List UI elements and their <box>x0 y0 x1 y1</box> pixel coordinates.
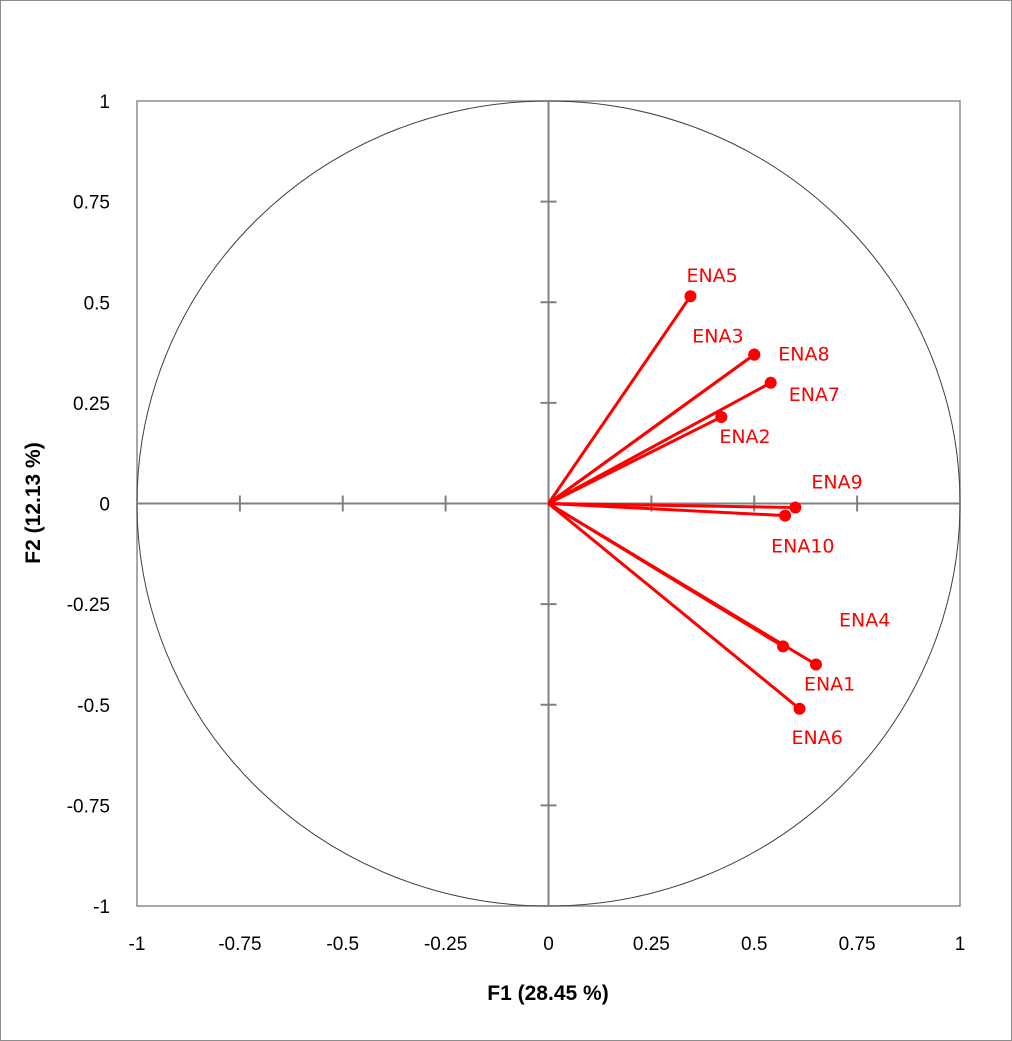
point-label-ena5: ENA5 <box>686 265 737 287</box>
x-tick-label: 1 <box>955 934 966 955</box>
vectors <box>547 295 817 710</box>
point-label-ena3: ENA3 <box>692 326 743 348</box>
x-tick-label: 0.25 <box>633 934 670 955</box>
vector-ena1 <box>547 502 817 666</box>
point-ena10 <box>779 509 792 522</box>
point-ena5 <box>684 290 697 303</box>
point-label-ena8: ENA8 <box>778 344 829 366</box>
y-axis-title: F2 (12.13 %) <box>22 442 45 563</box>
point-label-ena2: ENA2 <box>719 426 770 448</box>
y-tick-label: -0.75 <box>67 796 110 817</box>
x-tick-label: 0 <box>543 934 554 955</box>
point-ena1 <box>809 658 822 671</box>
y-tick-label: 0.5 <box>84 293 110 314</box>
x-tick-label: -1 <box>129 934 146 955</box>
points <box>684 290 822 715</box>
point-ena7 <box>764 376 777 389</box>
y-tick-label: -0.25 <box>67 595 110 616</box>
x-tick-label: -0.25 <box>424 934 467 955</box>
y-tick-label: 0 <box>99 495 110 516</box>
point-label-ena9: ENA9 <box>811 472 862 494</box>
point-label-ena7: ENA7 <box>789 384 840 406</box>
point-label-ena10: ENA10 <box>771 536 834 558</box>
x-tick-label: -0.5 <box>326 934 359 955</box>
x-tick-label: -0.75 <box>218 934 261 955</box>
vector-ena8 <box>547 353 756 505</box>
y-tick-label: 0.75 <box>73 193 110 214</box>
x-tick-label: 0.75 <box>839 934 876 955</box>
y-tick-labels: 1 0.75 0.5 0.25 0 -0.25 -0.5 -0.75 -1 <box>67 92 110 918</box>
vector-ena2 <box>547 415 723 505</box>
vector-ena10 <box>548 502 786 518</box>
x-tick-labels: -1 -0.75 -0.5 -0.25 0 0.25 0.5 0.75 1 <box>129 934 966 955</box>
point-label-ena6: ENA6 <box>792 727 843 749</box>
point-label-ena1: ENA1 <box>804 674 855 696</box>
x-tick-label: 0.5 <box>741 934 767 955</box>
y-tick-label: -1 <box>93 897 110 918</box>
y-tick-label: 0.25 <box>73 394 110 415</box>
vector-ena5 <box>547 295 692 505</box>
x-axis-title: F1 (28.45 %) <box>487 982 608 1005</box>
point-labels: ENA5 ENA3 ENA8 ENA7 ENA2 ENA9 ENA10 ENA4 ENA1 ENA… <box>686 265 890 749</box>
y-tick-label: 1 <box>99 92 110 113</box>
point-label-ena4: ENA4 <box>839 609 890 631</box>
y-tick-label: -0.5 <box>77 696 110 717</box>
vector-ena6 <box>547 502 801 710</box>
point-ena4 <box>777 640 790 653</box>
point-ena2 <box>715 410 728 423</box>
point-ena6 <box>793 702 806 715</box>
point-ena9 <box>789 501 802 514</box>
point-ena8 <box>748 348 761 361</box>
